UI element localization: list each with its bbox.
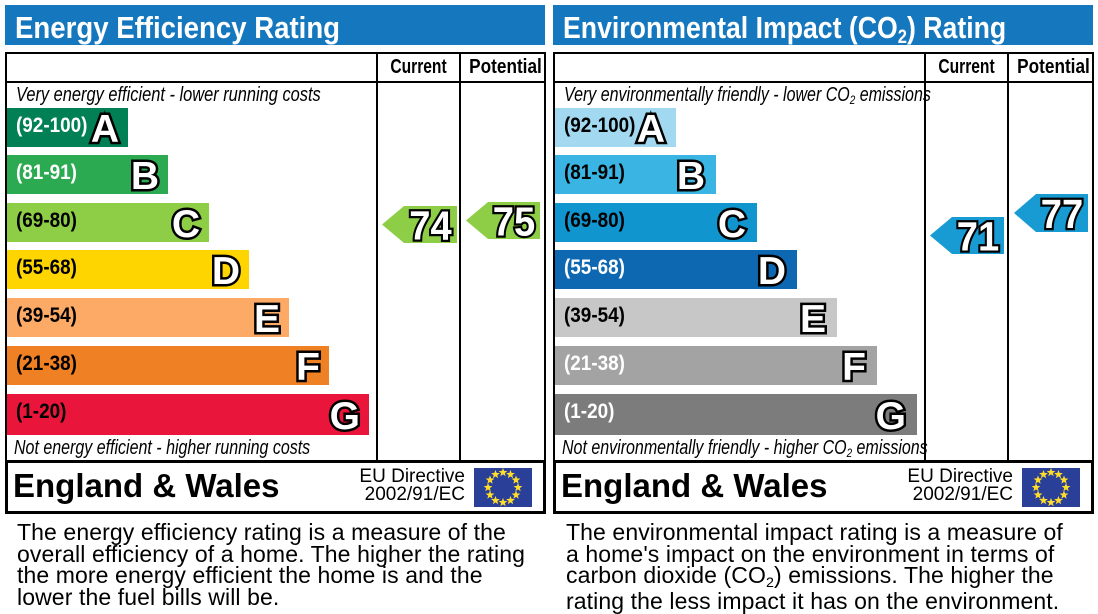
- svg-text:75: 75: [493, 199, 535, 245]
- svg-text:77: 77: [1041, 192, 1083, 238]
- svg-text:74: 74: [409, 203, 451, 249]
- svg-text:71: 71: [957, 214, 999, 260]
